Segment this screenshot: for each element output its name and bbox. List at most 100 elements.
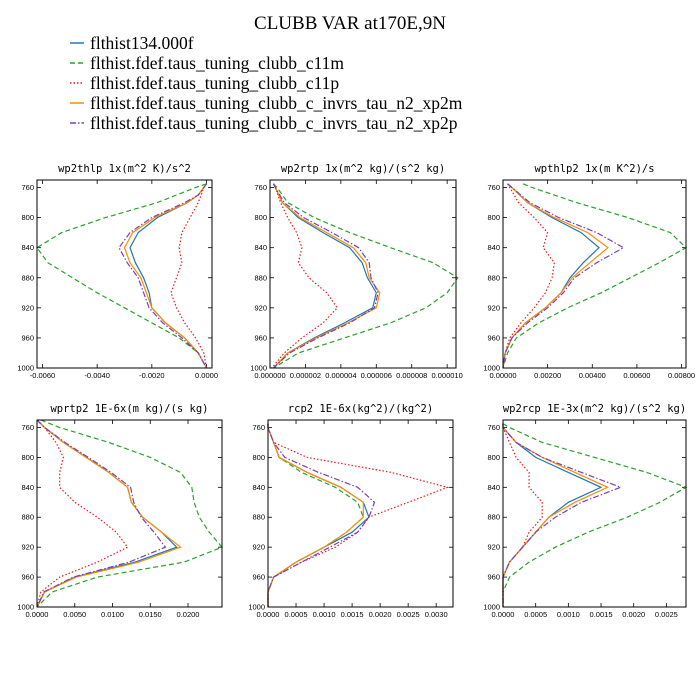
y-tick-label: 760 bbox=[254, 183, 267, 192]
series-line-3 bbox=[267, 423, 364, 607]
x-tick-label: -0.0060 bbox=[30, 371, 55, 380]
y-tick-label: 880 bbox=[254, 273, 267, 282]
series-line-4 bbox=[267, 423, 376, 607]
x-tick-label: 0.0005 bbox=[285, 610, 308, 619]
y-tick-label: 880 bbox=[21, 513, 34, 522]
panel-1: wp2thlp 1x(m^2 K)/s^2 760 800 840 880 920 960 1… bbox=[17, 163, 218, 380]
x-tick-label: -0.0040 bbox=[84, 371, 109, 380]
y-tick-label: 840 bbox=[252, 483, 265, 492]
panel-title: wp2thlp 1x(m^2 K)/s^2 bbox=[58, 163, 191, 175]
x-tick-label: 0.0200 bbox=[177, 610, 200, 619]
series-line-2 bbox=[502, 183, 555, 369]
series-line-4 bbox=[36, 419, 167, 608]
y-tick-label: 800 bbox=[487, 453, 500, 462]
y-tick-label: 840 bbox=[254, 243, 267, 252]
x-tick-label: 0.00400 bbox=[579, 371, 606, 380]
x-tick-label: 0.0000 bbox=[257, 610, 280, 619]
y-tick-label: 1000 bbox=[248, 603, 265, 612]
legend-label-4: flthist.fdef.taus_tuning_clubb_c_invrs_t… bbox=[90, 113, 458, 133]
y-tick-label: 920 bbox=[487, 303, 500, 312]
y-tick-label: 760 bbox=[252, 423, 265, 432]
y-tick-label: 840 bbox=[487, 483, 500, 492]
panel-4: wprtp2 1E-6x(m kg)/(s kg) 760 800 840 880 920… bbox=[17, 403, 224, 619]
x-tick-label: 0.000002 bbox=[290, 371, 321, 380]
legend-label-0: flthist134.000f bbox=[90, 33, 194, 53]
series-line-1 bbox=[36, 183, 208, 369]
series-line-0 bbox=[36, 419, 178, 608]
panel-grid: wp2thlp 1x(m^2 K)/s^2 760 800 840 880 920 960 1… bbox=[17, 163, 695, 619]
panel-5: rcp2 1E-6x(kg^2)/(kg^2) 760 800 840 880 920 96… bbox=[248, 403, 454, 619]
series-line-3 bbox=[272, 183, 381, 369]
series-line-3 bbox=[502, 183, 609, 369]
y-tick-label: 920 bbox=[254, 303, 267, 312]
y-tick-label: 1000 bbox=[17, 603, 34, 612]
x-tick-label: 0.000006 bbox=[361, 371, 392, 380]
y-tick-label: 1000 bbox=[483, 603, 500, 612]
x-tick-label: 0.000010 bbox=[431, 371, 462, 380]
legend-label-2: flthist.fdef.taus_tuning_clubb_c11p bbox=[90, 73, 339, 93]
panel-6: wp2rcp 1E-3x(m^2 kg)/(s^2 kg)760 800 840 88… bbox=[483, 403, 688, 619]
series-line-2 bbox=[267, 423, 450, 607]
x-tick-label: 0.0015 bbox=[341, 610, 364, 619]
y-tick-label: 1000 bbox=[483, 364, 500, 373]
x-tick-label: 0.000004 bbox=[325, 371, 356, 380]
plot-frame bbox=[36, 179, 213, 369]
y-tick-label: 840 bbox=[21, 243, 34, 252]
y-tick-label: 800 bbox=[252, 453, 265, 462]
x-tick-label: 0.000000 bbox=[254, 371, 285, 380]
panel-title: wp2rcp 1E-3x(m^2 kg)/(s^2 kg) bbox=[503, 403, 686, 415]
x-tick-label: 0.00000 bbox=[489, 371, 516, 380]
y-tick-label: 960 bbox=[487, 573, 500, 582]
series-line-2 bbox=[170, 183, 208, 369]
y-tick-label: 920 bbox=[21, 303, 34, 312]
series-line-0 bbox=[267, 423, 370, 607]
y-tick-label: 960 bbox=[21, 333, 34, 342]
series-line-0 bbox=[272, 183, 377, 369]
x-tick-label: 0.0010 bbox=[313, 610, 336, 619]
series-line-1 bbox=[502, 423, 688, 607]
y-tick-label: 760 bbox=[21, 423, 34, 432]
y-tick-label: 880 bbox=[252, 513, 265, 522]
x-tick-label: 0.0000 bbox=[195, 371, 218, 380]
x-tick-label: 0.0030 bbox=[425, 610, 448, 619]
panel-title: rcp2 1E-6x(kg^2)/(kg^2) bbox=[288, 403, 433, 415]
x-tick-label: 0.00800 bbox=[668, 371, 695, 380]
x-tick-label: 0.0000 bbox=[26, 610, 49, 619]
panel-title: wp2rtp 1x(m^2 kg)/(s^2 kg) bbox=[281, 163, 445, 175]
y-tick-label: 880 bbox=[21, 273, 34, 282]
y-tick-label: 960 bbox=[21, 573, 34, 582]
y-tick-label: 920 bbox=[487, 543, 500, 552]
y-tick-label: 960 bbox=[254, 333, 267, 342]
plot-frame bbox=[502, 419, 687, 608]
legend: flthist134.000f flthist.fdef.taus_tuning… bbox=[70, 33, 463, 133]
x-tick-label: 0.0015 bbox=[590, 610, 613, 619]
plot-frame bbox=[269, 179, 457, 369]
plot-frame bbox=[36, 419, 223, 608]
series-line-4 bbox=[118, 183, 208, 369]
x-tick-label: 0.000008 bbox=[396, 371, 427, 380]
y-tick-label: 760 bbox=[487, 423, 500, 432]
y-tick-label: 920 bbox=[21, 543, 34, 552]
y-tick-label: 880 bbox=[487, 513, 500, 522]
y-tick-label: 960 bbox=[252, 573, 265, 582]
series-line-2 bbox=[36, 419, 129, 608]
figure-title: CLUBB VAR at170E,9N bbox=[254, 13, 446, 34]
y-tick-label: 800 bbox=[254, 213, 267, 222]
y-tick-label: 800 bbox=[21, 453, 34, 462]
y-tick-label: 760 bbox=[487, 183, 500, 192]
y-tick-label: 840 bbox=[487, 243, 500, 252]
panel-3: wpthlp2 1x(m K^2)/s 760 800 840 880 920 960 100… bbox=[483, 163, 695, 380]
y-tick-label: 880 bbox=[487, 273, 500, 282]
series-line-1 bbox=[36, 419, 224, 608]
y-tick-label: 1000 bbox=[17, 364, 34, 373]
x-tick-label: 0.0020 bbox=[622, 610, 645, 619]
x-tick-label: 0.00200 bbox=[534, 371, 561, 380]
panel-2: wp2rtp 1x(m^2 kg)/(s^2 kg) 760 800 840 880 92… bbox=[250, 163, 462, 380]
legend-label-3: flthist.fdef.taus_tuning_clubb_c_invrs_t… bbox=[90, 93, 463, 113]
x-tick-label: 0.0150 bbox=[139, 610, 162, 619]
panel-title: wpthlp2 1x(m K^2)/s bbox=[534, 163, 654, 175]
x-tick-label: 0.0050 bbox=[63, 610, 86, 619]
y-tick-label: 840 bbox=[21, 483, 34, 492]
y-tick-label: 960 bbox=[487, 333, 500, 342]
